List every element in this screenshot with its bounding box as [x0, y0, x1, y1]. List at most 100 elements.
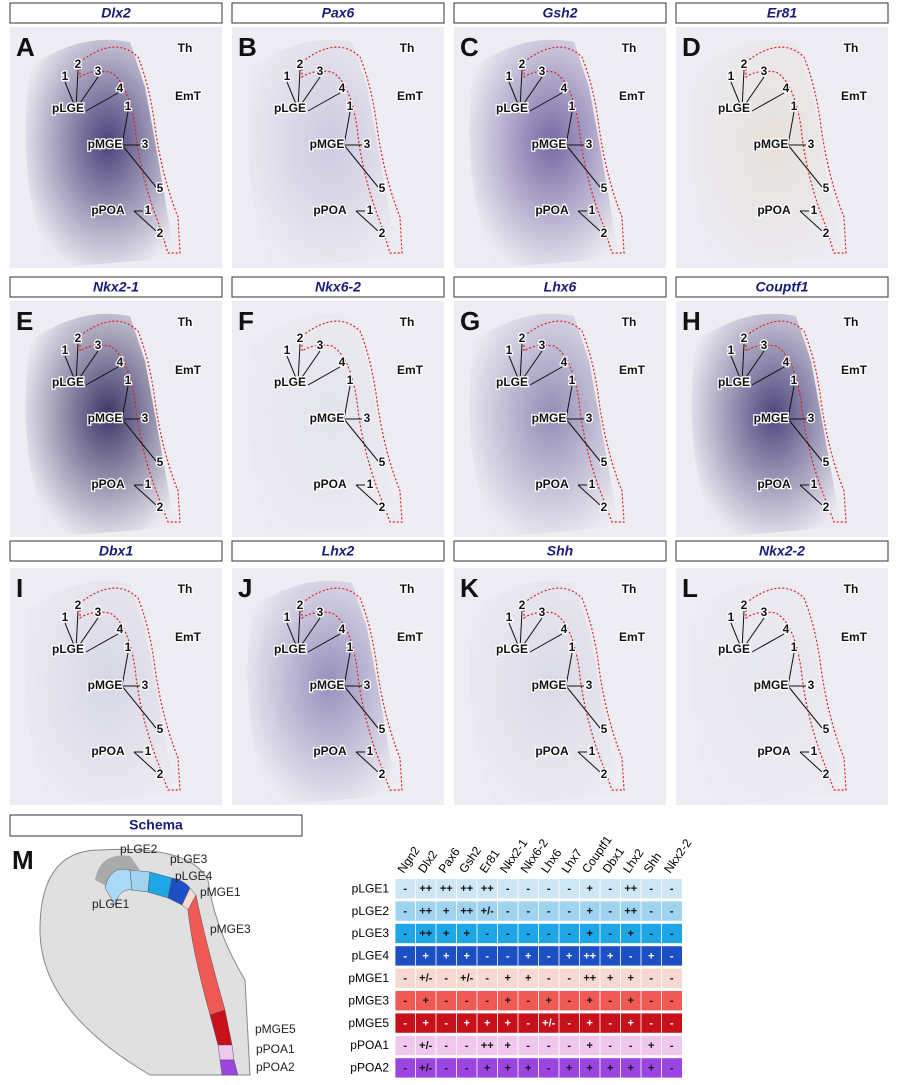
- leader-line: [75, 350, 99, 384]
- leader-line: [307, 633, 341, 653]
- leader-line: [565, 685, 601, 729]
- schema-label: pMGE3: [210, 922, 251, 936]
- region-label: 4: [339, 622, 346, 636]
- region-label: 1: [811, 203, 818, 217]
- cell: +: [464, 950, 470, 962]
- tissue: [469, 580, 619, 805]
- panel-letter: G: [460, 306, 480, 336]
- region-label: 1: [728, 343, 735, 357]
- region-label: Th: [622, 582, 637, 596]
- schema-title: Schema: [129, 817, 183, 833]
- region-label: 1: [284, 69, 291, 83]
- region-label: 1: [506, 343, 513, 357]
- title-box: [453, 2, 667, 24]
- leader-line: [343, 111, 351, 146]
- region-label: pMGE: [532, 137, 567, 151]
- cell: +: [648, 1040, 654, 1052]
- cell: +: [587, 928, 593, 940]
- region-label: 2: [823, 226, 830, 240]
- region-label: 4: [339, 355, 346, 369]
- cell: -: [608, 906, 612, 918]
- cell: -: [629, 950, 633, 962]
- cell: +: [505, 1062, 511, 1074]
- leader-line: [307, 366, 341, 386]
- region-label: 1: [589, 477, 596, 491]
- region-label: 3: [586, 411, 593, 425]
- leader-line: [741, 610, 745, 651]
- tissue: [691, 580, 841, 805]
- leader-line: [508, 81, 521, 110]
- gene-title: Er81: [767, 5, 798, 21]
- cell: +: [587, 1040, 593, 1052]
- schema-label: pLGE1: [92, 897, 130, 911]
- cell: -: [567, 906, 571, 918]
- region-label: pMGE: [88, 411, 123, 425]
- cell: -: [567, 883, 571, 895]
- region-label: 2: [601, 500, 608, 514]
- cell: -: [567, 995, 571, 1007]
- region-label: 2: [601, 226, 608, 240]
- cell: -: [547, 973, 551, 985]
- zone-outline: [301, 587, 403, 791]
- region-label: EmT: [619, 89, 646, 103]
- cell: +: [628, 1062, 634, 1074]
- cell: -: [670, 995, 674, 1007]
- leader-line: [286, 355, 299, 384]
- gene-title: Couptf1: [756, 279, 809, 295]
- region-label: 3: [586, 137, 593, 151]
- region-label: 1: [569, 99, 576, 113]
- cell: +: [484, 1018, 490, 1030]
- region-label: 3: [142, 137, 149, 151]
- cell: +: [505, 1018, 511, 1030]
- leader-line: [565, 144, 601, 188]
- region-label: pLGE: [496, 375, 528, 389]
- cell: -: [547, 883, 551, 895]
- region-label: pMGE: [310, 678, 345, 692]
- region-label: 2: [157, 767, 164, 781]
- region-label: 4: [339, 81, 346, 95]
- leader-line: [519, 610, 523, 651]
- cell: -: [649, 973, 653, 985]
- region-label: EmT: [841, 89, 868, 103]
- cell: -: [444, 973, 448, 985]
- region-label: Th: [622, 41, 637, 55]
- leader-line: [75, 76, 99, 110]
- panel-letter: D: [682, 32, 701, 62]
- region-label: Th: [844, 582, 859, 596]
- cell: +: [505, 995, 511, 1007]
- cell: +: [443, 906, 449, 918]
- cell: +/-: [481, 906, 494, 918]
- region-label: 3: [364, 411, 371, 425]
- tissue: [25, 313, 175, 537]
- cell: +: [484, 1062, 490, 1074]
- leader-line: [297, 76, 321, 110]
- cell: -: [567, 1040, 571, 1052]
- region-label: 4: [561, 622, 568, 636]
- cell: -: [670, 928, 674, 940]
- leader-line: [121, 652, 129, 687]
- panel-letter: C: [460, 32, 479, 62]
- region-label: EmT: [841, 630, 868, 644]
- cell: -: [403, 883, 407, 895]
- row-label: pMGE1: [348, 971, 389, 985]
- schema-region: [217, 1044, 235, 1061]
- cell: -: [567, 928, 571, 940]
- cell: -: [608, 1018, 612, 1030]
- cell: +: [505, 1040, 511, 1052]
- cell: -: [526, 995, 530, 1007]
- cell: +: [648, 1062, 654, 1074]
- title-box: [9, 540, 223, 562]
- region-label: EmT: [397, 89, 424, 103]
- cell: -: [506, 883, 510, 895]
- leader-line: [355, 484, 379, 506]
- column-header: Lhx7: [559, 846, 586, 876]
- cell: -: [444, 1062, 448, 1074]
- row-label: pPOA1: [350, 1038, 389, 1052]
- cell: -: [670, 1062, 674, 1074]
- leader-line: [121, 685, 157, 729]
- region-label: pPOA: [313, 477, 347, 491]
- region-label: 3: [808, 137, 815, 151]
